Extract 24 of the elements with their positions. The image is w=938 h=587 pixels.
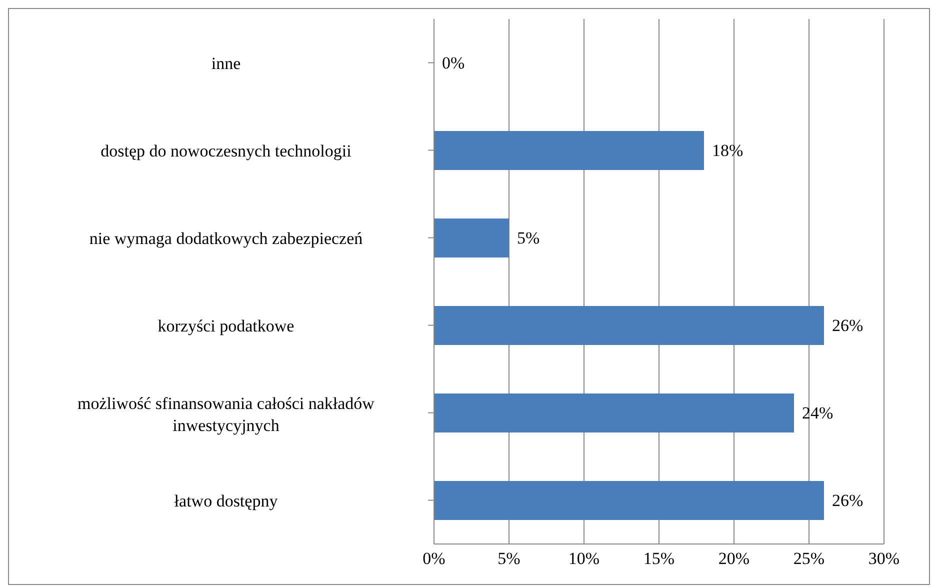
data-label: 24% bbox=[802, 404, 834, 422]
bar bbox=[434, 218, 509, 258]
bar bbox=[434, 394, 794, 432]
y-tick-label: możliwość sfinansowania całości nakładów inwestycyjnych bbox=[78, 393, 376, 434]
x-tick-label: 0% bbox=[422, 549, 446, 568]
data-label: 26% bbox=[832, 316, 864, 335]
x-tick-label: 30% bbox=[868, 549, 900, 568]
x-tick-label: 20% bbox=[718, 549, 750, 568]
x-tick-label: 15% bbox=[643, 549, 675, 568]
x-tick-label: 10% bbox=[568, 549, 600, 568]
x-tick-label: 25% bbox=[793, 549, 825, 568]
y-tick-label: nie wymaga dodatkowych zabezpieczeń bbox=[89, 228, 364, 248]
y-tick-label: inne bbox=[211, 53, 241, 72]
bar bbox=[434, 481, 824, 520]
data-label: 26% bbox=[832, 491, 864, 510]
data-label: 0% bbox=[442, 54, 465, 72]
y-tick-label: dostęp do nowoczesnych technologii bbox=[100, 140, 352, 160]
data-label: 18% bbox=[712, 141, 744, 160]
bar bbox=[434, 306, 824, 345]
y-tick-label: korzyści podatkowe bbox=[158, 316, 294, 335]
y-tick-label: łatwo dostępny bbox=[174, 490, 278, 510]
x-tick-label: 5% bbox=[498, 549, 520, 568]
bar bbox=[434, 131, 704, 170]
data-label: 5% bbox=[517, 228, 540, 248]
